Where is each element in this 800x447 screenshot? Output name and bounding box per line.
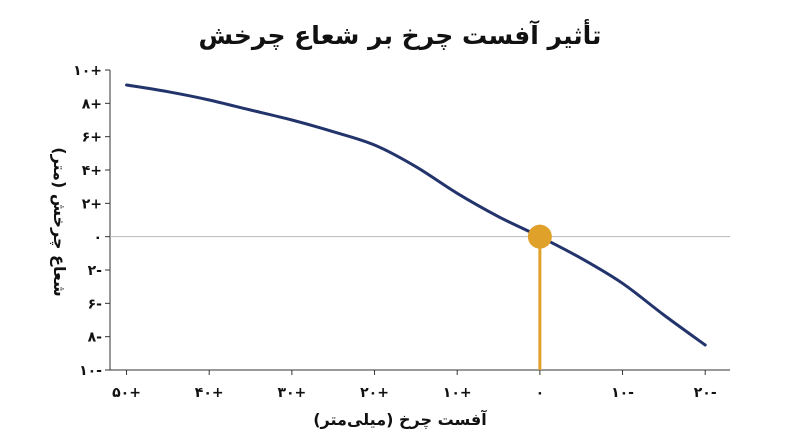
- y-tick-label: ۲-: [88, 263, 103, 279]
- x-tick-label: ۲۰+: [360, 385, 389, 401]
- x-tick-label: ۵۰+: [112, 385, 141, 401]
- highlight-point: [527, 224, 552, 249]
- x-tick-label: ۳۰+: [277, 385, 306, 401]
- x-tick-label: ۰: [536, 385, 545, 401]
- x-tick-label: ۲۰-: [694, 385, 717, 401]
- x-axis-label: آفست چرخ (میلی‌متر): [313, 409, 487, 430]
- chart-title: تأثیر آفست چرخ بر شعاع چرخش: [199, 19, 602, 51]
- y-tick-label: ۲+: [82, 196, 102, 212]
- y-tick-label: ۱۰-: [79, 363, 102, 379]
- x-tick-label: ۱۰-: [611, 385, 634, 401]
- x-tick-label: ۱۰+: [443, 385, 472, 401]
- y-tick-label: ۰: [93, 230, 102, 246]
- y-axis-label: شعاع چرخش (متر): [49, 147, 69, 297]
- y-tick-label: ۴+: [82, 163, 102, 179]
- y-tick-label: ۶+: [82, 130, 102, 146]
- plot-area: ۱۰+ ۸+ ۶+ ۴+ ۲+ ۰ ۲- ۶- ۸- ۱۰- ۵۰+ ۴۰+ ۳۰+ ۲۰+ ۱۰+ ۰ ۱۰-…: [73, 63, 730, 401]
- series-line: [125, 83, 707, 347]
- y-tick-label: ۸-: [88, 330, 103, 346]
- x-tick-label: ۴۰+: [195, 385, 224, 401]
- y-tick-label: ۱۰+: [73, 63, 102, 79]
- y-tick-label: ۸+: [82, 96, 102, 112]
- y-tick-label: ۶-: [88, 296, 103, 312]
